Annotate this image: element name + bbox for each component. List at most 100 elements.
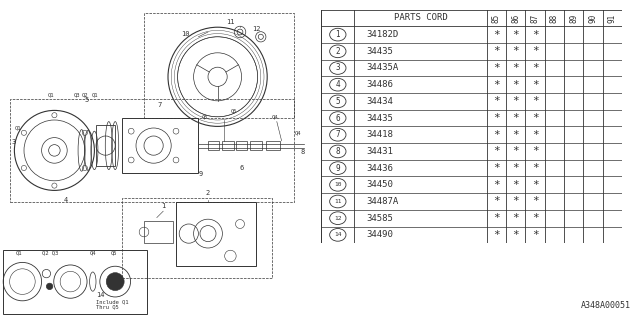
Text: *: * [532, 96, 538, 106]
Text: 34435A: 34435A [366, 63, 399, 73]
Text: 12: 12 [334, 216, 342, 221]
Text: *: * [493, 30, 500, 40]
Text: 1: 1 [335, 30, 340, 39]
Text: *: * [493, 147, 500, 156]
Bar [144, 221, 173, 243]
Text: 34418: 34418 [366, 130, 393, 139]
Text: Q5: Q5 [230, 108, 237, 113]
Bar [266, 141, 280, 150]
Text: Q1: Q1 [48, 92, 54, 97]
Text: *: * [493, 163, 500, 173]
Text: 34487A: 34487A [366, 197, 399, 206]
Text: Include Q1: Include Q1 [96, 300, 129, 304]
Text: *: * [513, 46, 519, 56]
Text: *: * [532, 80, 538, 90]
Text: Q2: Q2 [82, 92, 88, 97]
Text: 3: 3 [335, 63, 340, 73]
Text: Thru Q5: Thru Q5 [96, 305, 119, 310]
Bar [96, 125, 115, 166]
Text: Q1: Q1 [15, 125, 21, 131]
Bar [3, 250, 147, 314]
Bar [122, 118, 198, 173]
Text: 10: 10 [181, 31, 190, 36]
Text: *: * [513, 96, 519, 106]
Text: Q4: Q4 [294, 131, 301, 135]
Bar [208, 141, 219, 150]
Text: *: * [532, 230, 538, 240]
Text: 34585: 34585 [366, 214, 393, 223]
Text: 2: 2 [335, 47, 340, 56]
Text: *: * [532, 196, 538, 206]
Text: 87: 87 [531, 13, 540, 23]
Text: 3: 3 [11, 139, 15, 145]
Text: *: * [493, 130, 500, 140]
Text: *: * [532, 163, 538, 173]
Text: 12: 12 [252, 26, 260, 32]
Text: *: * [513, 80, 519, 90]
Text: 10: 10 [334, 182, 342, 187]
Text: 89: 89 [569, 13, 578, 23]
Text: 9: 9 [335, 164, 340, 172]
Text: 4: 4 [64, 196, 68, 203]
Text: 5: 5 [335, 97, 340, 106]
Text: *: * [493, 230, 500, 240]
Text: Q2 Q3: Q2 Q3 [42, 250, 58, 255]
Text: *: * [532, 113, 538, 123]
Text: 34435: 34435 [366, 47, 393, 56]
Text: 9: 9 [198, 171, 203, 177]
Text: *: * [493, 213, 500, 223]
Text: *: * [532, 213, 538, 223]
Text: Q5: Q5 [202, 114, 208, 119]
Text: *: * [493, 80, 500, 90]
Text: Q4: Q4 [272, 114, 278, 119]
Text: *: * [513, 213, 519, 223]
Text: 11: 11 [226, 20, 235, 25]
Text: *: * [493, 63, 500, 73]
Text: Q3: Q3 [74, 92, 80, 97]
Text: *: * [493, 46, 500, 56]
Text: *: * [513, 130, 519, 140]
Text: Q5: Q5 [111, 250, 117, 255]
Text: 6: 6 [240, 164, 244, 171]
Text: *: * [493, 113, 500, 123]
Text: *: * [532, 147, 538, 156]
Text: *: * [513, 230, 519, 240]
Text: PARTS CORD: PARTS CORD [394, 13, 447, 22]
Text: 1: 1 [161, 203, 165, 209]
Text: 4: 4 [335, 80, 340, 89]
Text: A348A00051: A348A00051 [580, 301, 630, 310]
Text: *: * [513, 180, 519, 190]
Text: 34486: 34486 [366, 80, 393, 89]
Text: 5: 5 [84, 97, 88, 103]
Text: 85: 85 [492, 13, 501, 23]
Text: 86: 86 [511, 13, 520, 23]
Text: 90: 90 [589, 13, 598, 23]
Circle shape [46, 283, 53, 290]
Text: *: * [493, 96, 500, 106]
Text: *: * [532, 180, 538, 190]
Text: 8: 8 [335, 147, 340, 156]
Text: *: * [513, 113, 519, 123]
Text: 6: 6 [335, 114, 340, 123]
Text: *: * [513, 196, 519, 206]
Text: 14: 14 [334, 232, 342, 237]
Text: *: * [513, 163, 519, 173]
Circle shape [106, 273, 124, 291]
Text: *: * [513, 30, 519, 40]
Text: Q1: Q1 [92, 92, 98, 97]
Bar [223, 141, 234, 150]
Text: 91: 91 [608, 13, 617, 23]
Text: 88: 88 [550, 13, 559, 23]
Text: *: * [493, 196, 500, 206]
Bar [176, 202, 256, 266]
Text: 34434: 34434 [366, 97, 393, 106]
Text: 34182D: 34182D [366, 30, 399, 39]
Text: *: * [493, 180, 500, 190]
Text: 34450: 34450 [366, 180, 393, 189]
Text: 7: 7 [158, 102, 162, 108]
Text: 2: 2 [206, 190, 210, 196]
Text: *: * [532, 63, 538, 73]
Text: *: * [532, 130, 538, 140]
Text: 34490: 34490 [366, 230, 393, 239]
Text: Q4: Q4 [90, 250, 96, 255]
